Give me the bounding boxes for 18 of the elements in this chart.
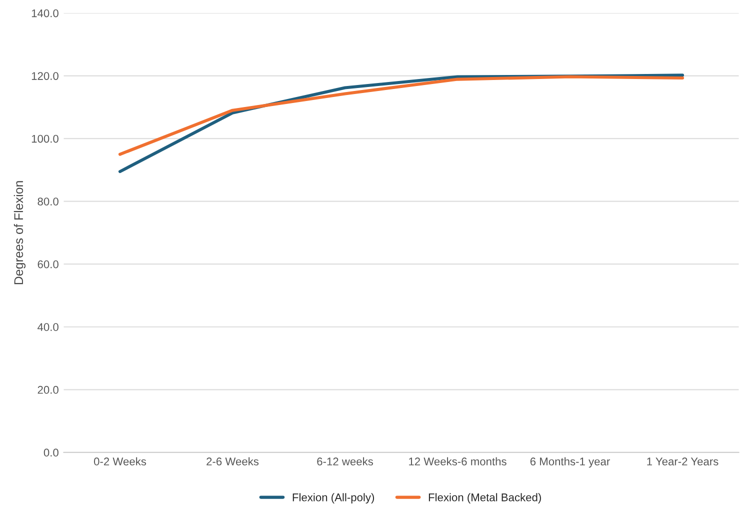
line-series xyxy=(118,75,684,156)
legend-label: Flexion (All-poly) xyxy=(292,493,374,504)
y-tick-label: 20.0 xyxy=(38,386,58,394)
y-tick-label: 80.0 xyxy=(38,198,58,206)
x-tick-label: 1 Year-2 Years xyxy=(647,458,718,466)
y-axis-title: Degrees of Flexion xyxy=(14,181,26,284)
x-tick-label: 6 Months-1 year xyxy=(530,457,610,468)
legend-label: Flexion (Metal Backed) xyxy=(428,493,541,504)
y-tick-label: 0.0 xyxy=(44,448,58,457)
x-tick-label: 12 Weeks-6 months xyxy=(409,457,506,466)
y-tick-label: 120.0 xyxy=(32,72,58,80)
x-tick-label: 0-2 Weeks xyxy=(94,457,146,466)
y-tick-label: 60.0 xyxy=(38,260,58,268)
y-tick-label: 100.0 xyxy=(32,134,58,143)
x-tick-label: 6-12 weeks xyxy=(317,457,374,466)
y-tick-label: 40.0 xyxy=(38,323,58,332)
x-tick-label: 2-6 Weeks xyxy=(206,457,259,466)
y-tick-label: 140.0 xyxy=(32,9,58,18)
